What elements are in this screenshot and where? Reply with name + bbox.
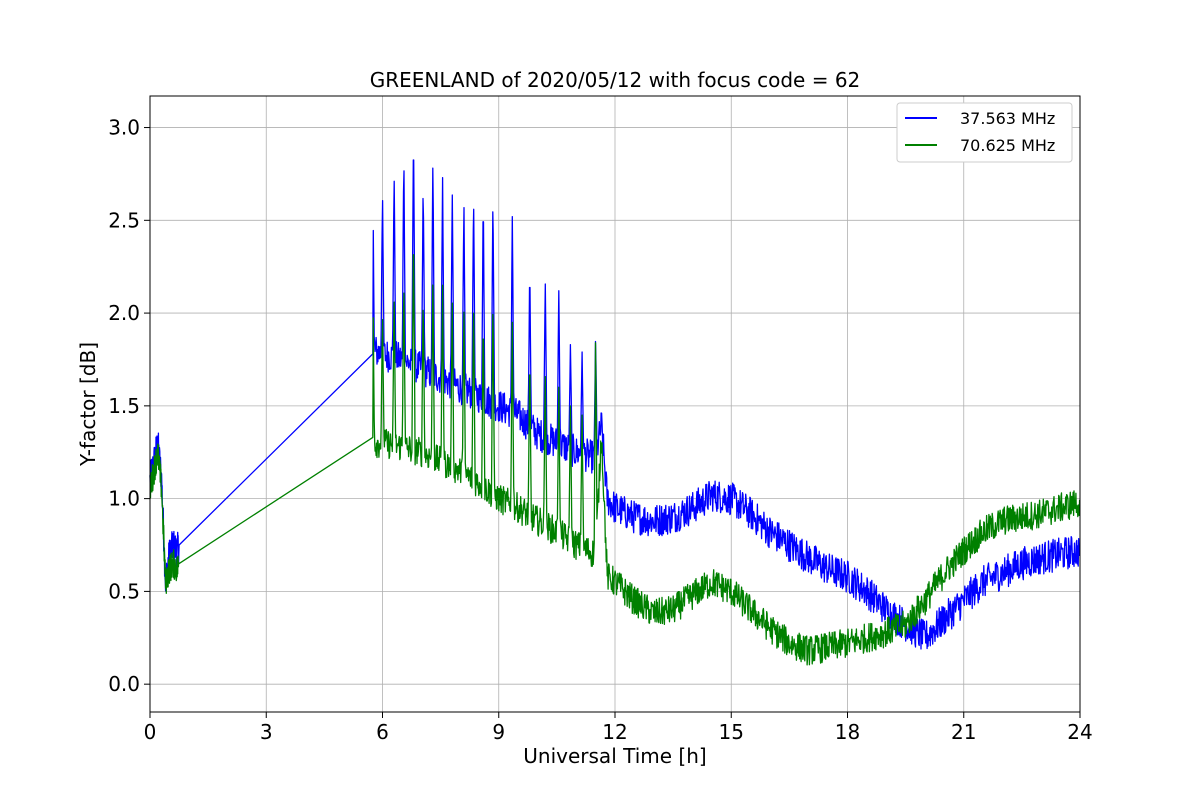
chart-title: GREENLAND of 2020/05/12 with focus code … [370,68,861,92]
x-axis-label: Universal Time [h] [523,744,706,768]
y-tick-label: 0.5 [108,579,140,603]
axis-ticks: 0 3 6 9 12 15 18 21 24 0.0 0.5 1.0 1.5 2.0 2.5 3.0 [108,116,1093,744]
y-axis-label: Y-factor [dB] [76,342,100,467]
series-line-37563 [149,159,1081,650]
y-tick-label: 0.0 [108,672,140,696]
plot-series [149,159,1081,666]
x-tick-label: 6 [376,720,389,744]
legend-entry-70625: 70.625 MHz [960,136,1055,155]
legend: 37.563 MHz 70.625 MHz [896,102,1073,163]
series-line-70625 [149,254,1081,666]
x-tick-label: 9 [492,720,505,744]
y-tick-label: 1.5 [108,394,140,418]
y-tick-label: 1.0 [108,487,140,511]
x-tick-label: 0 [144,720,157,744]
legend-box [896,102,1073,163]
x-tick-label: 12 [602,720,627,744]
x-tick-label: 21 [951,720,976,744]
x-tick-label: 3 [260,720,273,744]
y-tick-label: 2.0 [108,301,140,325]
legend-entry-37563: 37.563 MHz [960,109,1055,128]
x-tick-label: 24 [1067,720,1092,744]
y-tick-label: 3.0 [108,116,140,140]
y-tick-label: 2.5 [108,208,140,232]
x-tick-label: 18 [835,720,860,744]
x-tick-label: 15 [719,720,744,744]
